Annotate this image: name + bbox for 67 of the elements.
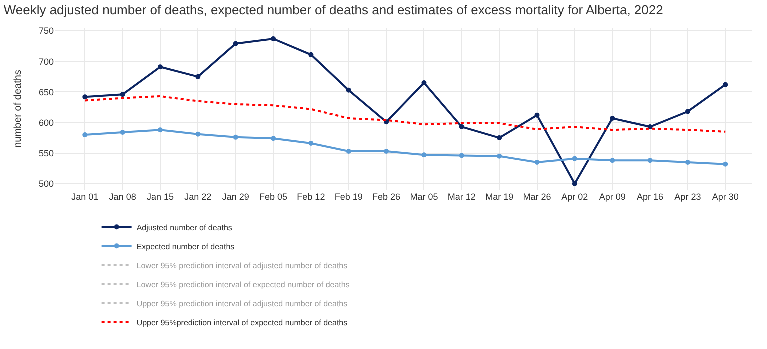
- point: [422, 152, 427, 158]
- legend-label: Upper 95%prediction interval of expected number of deaths: [136, 318, 348, 328]
- point: [497, 136, 502, 141]
- y-tick-label: 500: [38, 179, 54, 190]
- legend-label: Lower 95% prediction interval of expected number of deaths: [136, 280, 350, 290]
- x-tick-label: Jan 29: [222, 192, 250, 202]
- x-tick-label: Mar 26: [523, 192, 552, 202]
- x-tick-label: Mar 05: [410, 192, 438, 202]
- y-tick-label: 750: [38, 26, 54, 36]
- y-tick-label: 700: [38, 56, 54, 67]
- point: [534, 112, 540, 118]
- x-tick-label: Mar 19: [486, 192, 514, 202]
- point: [82, 94, 88, 100]
- y-tick-label: 550: [38, 148, 54, 158]
- point: [346, 148, 352, 154]
- point: [233, 41, 238, 46]
- point: [120, 92, 126, 98]
- x-tick-label: Feb 12: [297, 192, 326, 202]
- x-tick-label: Apr 30: [712, 192, 739, 202]
- x-tick-label: Apr 02: [562, 192, 588, 202]
- point: [685, 109, 690, 114]
- point: [497, 154, 502, 159]
- y-tick-label: 650: [38, 87, 54, 98]
- point: [723, 82, 728, 88]
- legend-label: Adjusted number of deaths: [136, 223, 232, 232]
- y-axis-title: number of deaths: [12, 70, 24, 148]
- point: [384, 148, 390, 154]
- point: [158, 64, 163, 70]
- x-tick-label: Apr 23: [674, 192, 702, 202]
- x-tick-label: Feb 05: [260, 192, 288, 202]
- point: [82, 132, 88, 138]
- point: [723, 162, 728, 167]
- point: [308, 52, 314, 58]
- point: [648, 124, 653, 130]
- point: [120, 130, 126, 136]
- point: [271, 36, 276, 42]
- chart-title: Weekly adjusted number of deaths, expected number of deaths and estimates of excess mortality for Alberta, 2022: [4, 2, 664, 18]
- point: [572, 181, 578, 186]
- point: [610, 158, 616, 164]
- y-tick-label: 600: [38, 118, 54, 128]
- x-tick-label: Jan 15: [146, 192, 174, 202]
- x-tick-label: Feb 26: [372, 192, 401, 202]
- x-tick-label: Jan 01: [72, 192, 99, 202]
- legend-label: Upper 95% prediction interval of adjusted number of deaths: [136, 299, 348, 308]
- x-tick-label: Jan 08: [109, 192, 136, 202]
- x-tick-label: Jan 22: [184, 192, 212, 202]
- point: [196, 132, 201, 137]
- point: [422, 80, 427, 86]
- point: [271, 136, 276, 142]
- point: [572, 156, 578, 162]
- point: [685, 160, 690, 165]
- x-tick-label: Apr 09: [599, 192, 626, 202]
- point: [459, 153, 464, 158]
- point: [648, 158, 653, 164]
- x-tick-label: Mar 12: [448, 192, 476, 202]
- point: [610, 116, 616, 121]
- point: [196, 74, 201, 80]
- x-tick-label: Feb 19: [334, 192, 363, 202]
- x-tick-label: Apr 16: [637, 192, 664, 202]
- legend-label: Lower 95% prediction interval of adjusted number of deaths: [136, 261, 348, 270]
- point: [459, 124, 464, 130]
- point: [233, 134, 238, 140]
- point: [346, 88, 352, 93]
- legend-label: Expected number of deaths: [136, 242, 235, 252]
- point: [308, 141, 314, 146]
- point: [534, 160, 540, 165]
- point: [158, 128, 163, 133]
